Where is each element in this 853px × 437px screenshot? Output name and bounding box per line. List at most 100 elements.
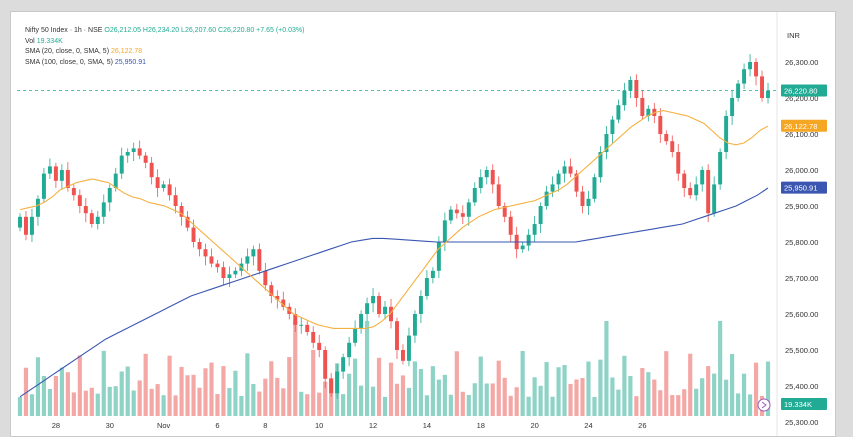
candle-body — [119, 155, 124, 174]
volume-bar — [131, 390, 136, 416]
volume-bar — [568, 383, 573, 416]
volume-bar — [460, 391, 465, 416]
volume-bar — [155, 384, 160, 416]
candle-body — [101, 202, 106, 217]
candle-body — [359, 314, 364, 329]
volume-bar — [113, 386, 118, 416]
sma20-label[interactable]: SMA (20, close, 0, SMA, 5) — [25, 48, 110, 55]
volume-bar — [478, 356, 483, 416]
candle-body — [454, 209, 459, 214]
volume-bar — [694, 388, 699, 416]
volume-bar — [17, 397, 23, 416]
candle-body — [35, 198, 40, 217]
candle-body — [532, 224, 537, 235]
candle-body — [371, 296, 376, 304]
x-tick-label: 28 — [52, 421, 60, 430]
candle-body — [430, 270, 435, 278]
volume-bar — [239, 396, 244, 416]
volume-bar — [640, 368, 645, 416]
candle-body — [191, 227, 196, 242]
volume-bar — [670, 395, 675, 416]
volume-bar — [502, 377, 507, 416]
y-tick-label: 25,900.00 — [785, 202, 818, 211]
candle-body — [395, 321, 399, 350]
volume-bar — [741, 373, 747, 416]
volume-bar — [664, 351, 669, 416]
volume-bar — [347, 373, 352, 416]
volume-bar — [400, 375, 406, 416]
volume-bar — [454, 351, 459, 416]
chart-canvas[interactable]: INR 26,300.00 26,200.00 26,100.00 26,000.00 2… — [11, 12, 835, 436]
candle-body — [538, 206, 543, 224]
price-tag — [781, 84, 827, 97]
volume-bar — [598, 359, 603, 416]
volume-bar — [718, 321, 723, 416]
volume-bar — [364, 321, 370, 416]
price-tag-label: 26,122.78 — [784, 122, 817, 131]
candle-body — [173, 195, 178, 206]
volume-bar — [442, 374, 447, 416]
volume-bar — [466, 394, 471, 416]
volume-bar — [167, 355, 172, 416]
volume-bar — [287, 357, 292, 416]
volume-bar — [658, 390, 663, 416]
sma100-value: 25,950.91 — [114, 58, 147, 66]
volume-bar — [724, 379, 729, 416]
candle-body — [269, 285, 274, 296]
candle-body — [766, 90, 770, 98]
scroll-to-realtime-icon[interactable] — [757, 398, 771, 412]
price-tag — [781, 119, 827, 132]
volume-bar — [490, 383, 495, 416]
y-tick-label: 25,400.00 — [785, 382, 818, 391]
candle-body — [251, 249, 256, 257]
candle-body — [335, 371, 340, 394]
candle-body — [718, 152, 723, 185]
candle-body — [598, 152, 603, 178]
x-tick-label: 24 — [584, 421, 592, 430]
candle-body — [329, 378, 334, 394]
volume-bar — [376, 357, 382, 416]
volume-bar — [311, 349, 316, 416]
sma20-line — [19, 110, 769, 329]
candle-body — [83, 206, 88, 214]
volume-bar — [215, 394, 220, 416]
y-tick-label: 25,300.00 — [785, 418, 818, 427]
volume-bar — [550, 396, 555, 416]
y-tick-label: 26,300.00 — [785, 58, 818, 67]
candle-body — [550, 184, 555, 192]
volume-bar — [418, 368, 424, 416]
volume-bar — [682, 389, 687, 416]
y-tick-label: 26,000.00 — [785, 166, 818, 175]
volume-bar — [41, 375, 47, 416]
candle-body — [544, 191, 549, 206]
volume-bar — [688, 353, 693, 416]
x-tick-label: Nov — [157, 421, 171, 430]
volume-bar — [616, 389, 621, 416]
y-tick-label: 25,800.00 — [785, 238, 818, 247]
sma100-label[interactable]: SMA (100, close, 0, SMA, 5) — [25, 58, 113, 66]
symbol-title[interactable]: Nifty 50 Index · 1h · NSE — [25, 27, 103, 34]
candle-body — [556, 173, 561, 185]
volume-bar — [730, 353, 735, 416]
candle-body — [377, 296, 382, 314]
volume-bar — [586, 361, 591, 416]
candle-body — [460, 213, 465, 217]
volume-bar — [496, 360, 501, 416]
candle-body — [478, 177, 483, 188]
candle-body — [502, 206, 507, 217]
volume-bar — [562, 364, 567, 416]
candle-body — [670, 141, 675, 152]
volume-bar — [185, 375, 190, 416]
candle-body — [580, 191, 585, 206]
volume-bar — [323, 381, 328, 416]
volume-bar — [765, 361, 771, 416]
candle-body — [484, 170, 489, 178]
volume-bar — [227, 388, 232, 416]
volume-bar — [191, 374, 196, 416]
candle-body — [383, 306, 387, 314]
candle-body — [317, 342, 322, 350]
candle-body — [520, 245, 525, 250]
candle-body — [233, 270, 238, 275]
x-tick-label: 26 — [638, 421, 646, 430]
candle-body — [77, 195, 82, 206]
